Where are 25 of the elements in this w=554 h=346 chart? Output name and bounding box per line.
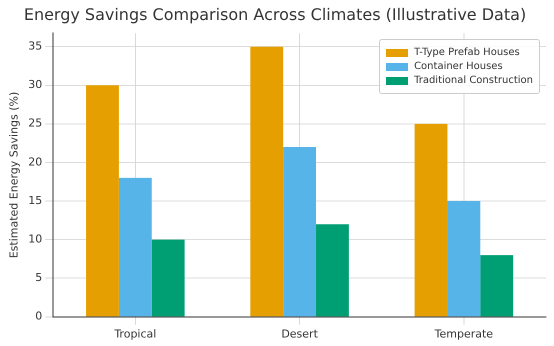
- x-tick-label: Desert: [281, 327, 319, 340]
- bar: [118, 178, 152, 316]
- y-tick-label: 10: [28, 232, 42, 246]
- chart-title: Energy Savings Comparison Across Climates (Illustrative Data): [24, 4, 526, 24]
- y-tick-label: 0: [35, 310, 42, 323]
- bar: [480, 255, 514, 316]
- y-tick-label: 35: [28, 40, 42, 53]
- y-tick-label: 5: [35, 271, 42, 284]
- y-tick-label: 25: [28, 116, 42, 130]
- x-tick-label: Tropical: [113, 327, 156, 340]
- bar: [414, 124, 448, 316]
- legend-label: T-Type Prefab Houses: [414, 47, 520, 58]
- legend-label: Traditional Construction: [414, 75, 533, 86]
- bar: [283, 147, 316, 316]
- y-tick-label: 15: [28, 194, 42, 207]
- y-tick-label: 20: [28, 155, 42, 168]
- bar: [152, 240, 185, 316]
- y-axis-title: Estimated Energy Savings (%): [7, 92, 20, 258]
- y-tick-label: 30: [28, 78, 42, 92]
- bar: [316, 224, 349, 316]
- bar: [250, 46, 284, 316]
- legend-label: Container Houses: [414, 61, 503, 72]
- bar: [447, 201, 480, 316]
- bar: [86, 85, 119, 316]
- x-tick-label: Temperate: [434, 327, 494, 340]
